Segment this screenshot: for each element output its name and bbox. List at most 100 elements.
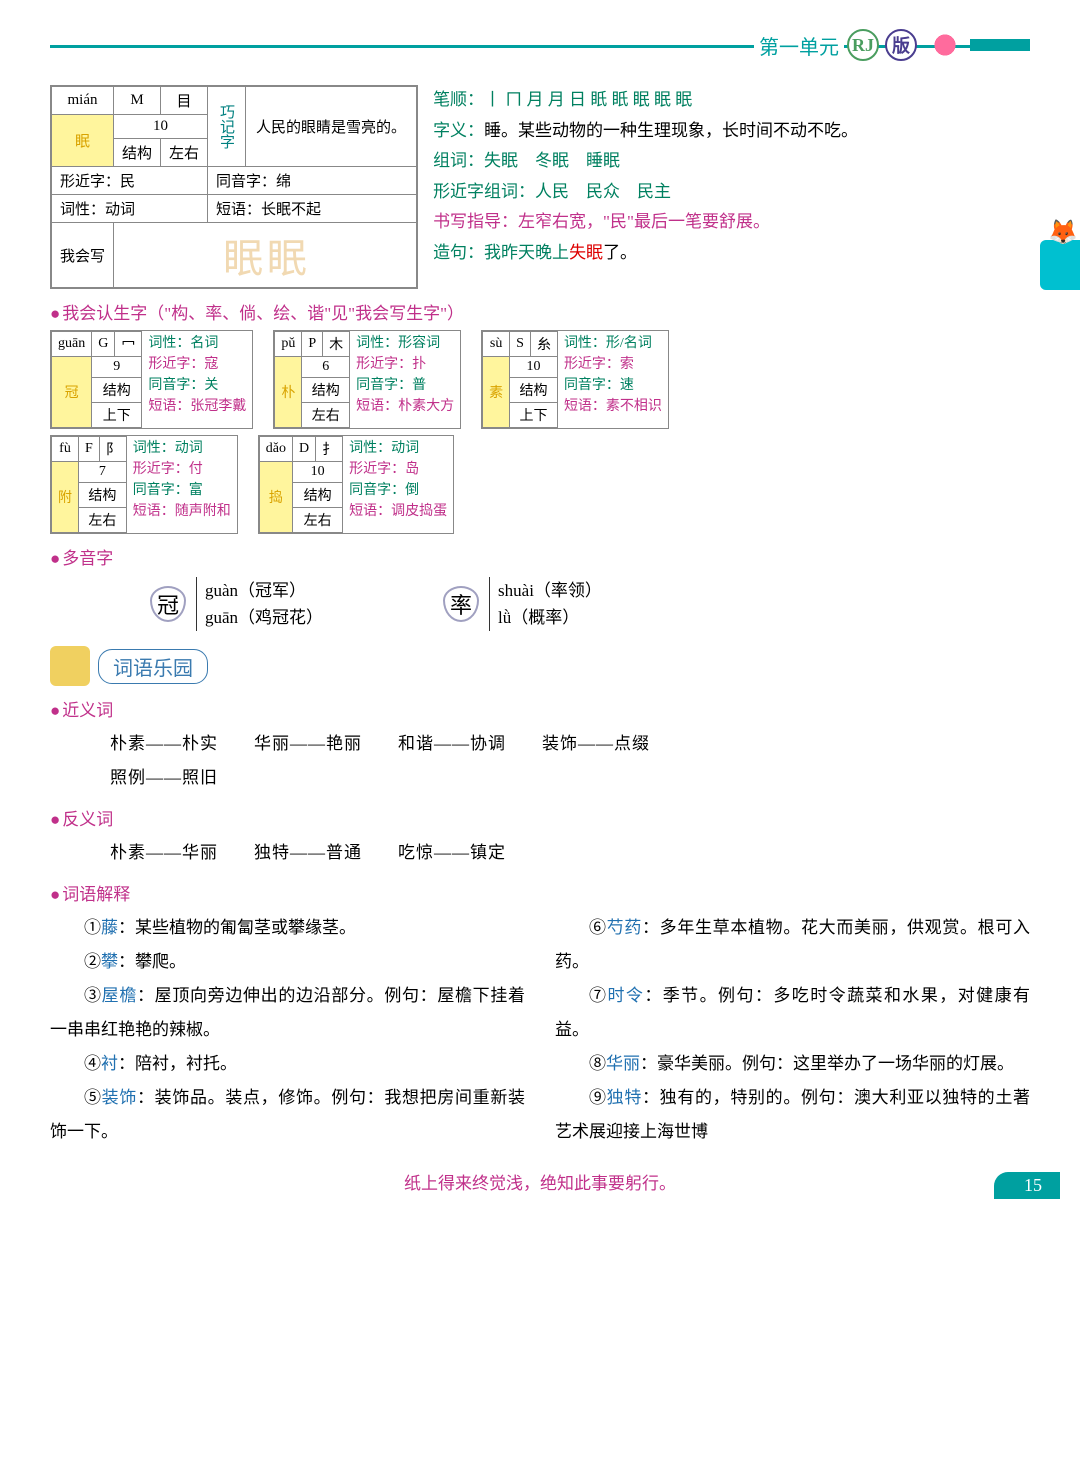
pinyin: mián (52, 87, 114, 115)
xjzzc: 形近字组词：人民 民众 民主 (433, 182, 671, 201)
card-guan: guānG冖 冠9 结构 上下 词性：名词 形近字：寇 同音字：关 短语：张冠李… (50, 330, 253, 429)
c2-char: 素 (483, 357, 510, 428)
c1-s: 左右 (302, 403, 350, 428)
c4-s: 左右 (293, 508, 343, 533)
c1-rad: 木 (323, 332, 350, 357)
e-l4-t: 装饰 (102, 1088, 137, 1107)
c1-cap: P (302, 332, 323, 357)
char-details: 笔顺：丨 ㄇ 月 月 日 眂 眂 眠 眠 眠 字义：睡。某些动物的一种生理现象，… (433, 85, 1030, 289)
c2-cx: 词性：形/名词 (564, 333, 662, 354)
poly-2-r1: shuài（率领） (498, 577, 602, 604)
side-tab (1040, 240, 1080, 290)
main-character: 眠 (52, 115, 114, 167)
c3-dy: 短语：随声附和 (133, 501, 231, 522)
zaoju-label: 造句：我昨天晚上 (433, 243, 569, 262)
mini-card-row-2: fùF阝 附7 结构 左右 词性：动词 形近字：付 同音字：富 短语：随声附和 … (50, 435, 1030, 534)
c4-xj: 形近字：岛 (349, 459, 447, 480)
header-rule (50, 45, 1030, 48)
e-r0-t: 芍药 (607, 918, 642, 937)
bishun: 笔顺：丨 ㄇ 月 月 日 眂 眂 眠 眠 眠 (433, 90, 692, 109)
c4-char: 捣 (259, 462, 292, 533)
c4-n: 10 (293, 462, 343, 483)
c3-sl: 结构 (79, 483, 127, 508)
ziyi: 睡。某些动物的一种生理现象，长时间不动不吃。 (484, 121, 858, 140)
c1-py: pǔ (275, 332, 302, 357)
wohuixie-label: 我会写 (52, 223, 114, 288)
e-r2-d: ：豪华美丽。例句：这里举办了一场华丽的灯展。 (640, 1054, 1014, 1073)
c0-py: guān (52, 332, 92, 357)
page-number: 15 (994, 1172, 1060, 1199)
polyphone-list: 冠 guàn（冠军） guān（鸡冠花） 率 shuài（率领） lǜ（概率） (150, 577, 1030, 631)
c0-ty: 同音字：关 (148, 375, 246, 396)
qiaoji-text: 人民的眼睛是雪亮的。 (246, 87, 417, 167)
explain-columns: ①藤：某些植物的匍匐茎或攀缘茎。 ②攀：攀爬。 ③屋檐：屋顶向旁边伸出的边沿部分… (50, 911, 1030, 1149)
c3-cx: 词性：动词 (133, 438, 231, 459)
e-l2-n: ③ (84, 986, 102, 1005)
e-r1-t: 时令 (607, 986, 644, 1005)
e-r0-n: ⑥ (589, 918, 607, 937)
synonym-heading: 近义词 (50, 696, 1030, 721)
c4-cx: 词性：动词 (349, 438, 447, 459)
c3-py: fù (52, 437, 79, 462)
sxzd: 书写指导：左窄右宽，"民"最后一笔要舒展。 (433, 212, 770, 231)
c3-n: 7 (79, 462, 127, 483)
card-fu: fùF阝 附7 结构 左右 词性：动词 形近字：付 同音字：富 短语：随声附和 (50, 435, 238, 534)
c0-char: 冠 (52, 357, 92, 428)
polyphone-heading: 多音字 (50, 544, 1030, 569)
c4-dy: 短语：调皮捣蛋 (349, 501, 447, 522)
e-l3-t: 衬 (101, 1054, 118, 1073)
e-r1-n: ⑦ (589, 986, 607, 1005)
c3-cap: F (79, 437, 100, 462)
e-r3-n: ⑨ (589, 1088, 607, 1107)
decor-blocks (970, 39, 1030, 51)
c1-ty: 同音字：普 (356, 375, 454, 396)
struct-val: 左右 (161, 139, 208, 167)
poly-char-1: 冠 (150, 586, 186, 622)
unit-label: 第一单元 (754, 31, 844, 60)
card-dao: dǎoD扌 捣10 结构 左右 词性：动词 形近字：岛 同音字：倒 短语：调皮捣… (258, 435, 454, 534)
e-l0-t: 藤 (101, 918, 118, 937)
e-l1-n: ② (84, 952, 101, 971)
e-l4-n: ⑤ (84, 1088, 102, 1107)
c0-info: 词性：名词 形近字：寇 同音字：关 短语：张冠李戴 (142, 331, 252, 428)
cixing: 词性：动词 (52, 195, 208, 223)
vocab-garden-title: 词语乐园 (98, 649, 208, 684)
practice-char-1: 眠 (223, 236, 263, 281)
c0-dy: 短语：张冠李戴 (148, 396, 246, 417)
recognize-heading: 我会认生字（"构、率、倘、绘、谐"见"我会写生字"） (50, 299, 1030, 324)
badge-ban: 版 (885, 29, 917, 61)
explain-right: ⑥芍药：多年生草本植物。花大而美丽，供观赏。根可入药。 ⑦时令：季节。例句：多吃… (555, 911, 1030, 1149)
c1-char: 朴 (275, 357, 302, 428)
c4-py: dǎo (259, 437, 292, 462)
practice-char-2: 眠 (267, 236, 307, 281)
c2-dy: 短语：素不相识 (564, 396, 662, 417)
c2-cap: S (510, 332, 531, 357)
e-l1-d: ：攀爬。 (118, 952, 186, 971)
e-r2-n: ⑧ (589, 1054, 606, 1073)
c3-info: 词性：动词 形近字：付 同音字：富 短语：随声附和 (127, 436, 237, 533)
c2-py: sù (483, 332, 510, 357)
poly-shuai: 率 shuài（率领） lǜ（概率） (443, 577, 602, 631)
book-icon (50, 646, 90, 686)
c4-sl: 结构 (293, 483, 343, 508)
explain-left: ①藤：某些植物的匍匐茎或攀缘茎。 ②攀：攀爬。 ③屋檐：屋顶向旁边伸出的边沿部分… (50, 911, 525, 1149)
synonym-line-2: 照例——照旧 (110, 761, 1030, 795)
c0-n: 9 (92, 357, 142, 378)
c1-sl: 结构 (302, 378, 350, 403)
tongyinzi: 同音字：绵 (208, 167, 417, 195)
struct-label: 结构 (114, 139, 161, 167)
c1-dy: 短语：朴素大方 (356, 396, 454, 417)
card-su: sùS糸 素10 结构 上下 词性：形/名词 形近字：索 同音字：速 短语：素不… (481, 330, 669, 429)
e-l2-t: 屋檐 (102, 986, 137, 1005)
c0-xj: 形近字：寇 (148, 354, 246, 375)
c3-xj: 形近字：付 (133, 459, 231, 480)
c4-rad: 扌 (316, 437, 343, 462)
e-l3-d: ：陪衬，衬托。 (118, 1054, 237, 1073)
c2-n: 10 (510, 357, 558, 378)
e-l1-t: 攀 (101, 952, 118, 971)
e-l0-d: ：某些植物的匍匐茎或攀缘茎。 (118, 918, 356, 937)
mini-card-row-1: guānG冖 冠9 结构 上下 词性：名词 形近字：寇 同音字：关 短语：张冠李… (50, 330, 1030, 429)
c2-ty: 同音字：速 (564, 375, 662, 396)
c2-info: 词性：形/名词 形近字：索 同音字：速 短语：素不相识 (558, 331, 668, 428)
duanyu: 短语：长眠不起 (208, 195, 417, 223)
